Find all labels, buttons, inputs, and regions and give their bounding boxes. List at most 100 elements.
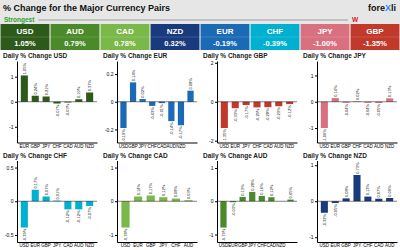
x-tick: CHF xyxy=(352,144,361,149)
data-label: -0.28% xyxy=(265,108,270,121)
bar xyxy=(332,201,339,203)
x-tick-label: USD xyxy=(320,144,330,149)
bar xyxy=(134,197,142,202)
tile-box xyxy=(101,24,150,50)
y-axis: -101 xyxy=(9,62,17,144)
y-tick-label: -1 xyxy=(309,234,314,240)
x-tick-label: JPY xyxy=(353,243,361,248)
bar xyxy=(43,96,50,101)
data-label: -0.17% xyxy=(244,106,249,119)
data-label: 0.17% xyxy=(148,183,153,195)
data-label: 0.02% xyxy=(355,88,360,100)
bar xyxy=(249,192,255,201)
bars xyxy=(21,75,93,103)
y-axis: -0.500.5 xyxy=(5,161,18,243)
bar xyxy=(375,199,382,202)
x-tick: EUR xyxy=(133,243,143,248)
data-label: 0.17% xyxy=(33,177,38,189)
tile-value: -0.19% xyxy=(213,39,237,48)
y-tick-label: 0.5 xyxy=(7,165,14,171)
data-label: -0.01% xyxy=(159,104,164,117)
x-tick-label: NZD xyxy=(176,144,186,149)
y-tick: 0 xyxy=(111,198,117,204)
data-labels: -0.32%-0.05%0.08%0.73%0.13%0.07%0.09% xyxy=(322,162,392,227)
y-tick-label: 1 xyxy=(311,73,314,79)
y-axis-line xyxy=(17,161,18,243)
x-tick-label: CAD xyxy=(63,144,73,149)
bar xyxy=(130,82,136,101)
y-tick-mark xyxy=(115,201,117,202)
data-label: -1.00% xyxy=(322,129,327,142)
tile-value: -1.00% xyxy=(313,39,337,48)
x-tick-label: AUD xyxy=(74,144,84,149)
x-tick: AUD xyxy=(184,243,194,248)
x-tick: NZD xyxy=(85,243,95,248)
x-tick: NZD xyxy=(285,144,295,149)
data-label: 0.14% xyxy=(333,85,338,97)
data-label: -0.03% xyxy=(150,107,155,120)
x-tick-label: NZD xyxy=(85,243,95,248)
x-tick-label: CHF xyxy=(352,144,361,149)
x-tick-label: CHF xyxy=(257,243,266,248)
y-tick-label: -1 xyxy=(209,232,214,238)
y-axis-line xyxy=(117,62,118,144)
x-tick: CHF xyxy=(148,144,157,149)
data-label: -0.39% xyxy=(22,228,27,241)
y-tick-mark xyxy=(15,77,17,78)
bar xyxy=(121,201,129,227)
data-label: 0.09% xyxy=(387,185,392,197)
y-tick-mark xyxy=(215,63,217,64)
x-tick-label: USD xyxy=(220,144,230,149)
y-tick: -1 xyxy=(309,234,317,240)
bar xyxy=(275,102,282,106)
data-label: -0.07% xyxy=(55,104,60,117)
x-tick-label: AUD xyxy=(274,144,284,149)
y-tick-label: 1 xyxy=(111,165,114,171)
x-axis: EURGBPJPYCHFCADAUDNZD xyxy=(18,143,98,149)
x-axis: USDEURGBPJPYCADAUDNZD xyxy=(18,243,98,249)
bar xyxy=(21,201,28,227)
y-tick-label: 0 xyxy=(111,99,114,105)
data-label: 0.28% xyxy=(250,179,255,191)
y-tick: 1 xyxy=(211,165,217,171)
bar xyxy=(32,190,39,201)
data-label: -0.04% xyxy=(344,104,349,117)
bar xyxy=(343,198,350,201)
logo-part: li xyxy=(391,3,396,13)
tile: NZD0.32% xyxy=(151,24,200,50)
y-tick-label: 0 xyxy=(11,99,14,105)
x-tick-label: GBP xyxy=(341,243,351,248)
bar xyxy=(353,175,360,201)
y-tick: 0.5 xyxy=(7,165,17,171)
y-tick-mark xyxy=(315,201,317,202)
tile-name: JPY xyxy=(317,27,333,36)
y-axis-line xyxy=(17,62,18,144)
data-label: 0.13% xyxy=(365,184,370,196)
y-tick: 0 xyxy=(311,99,317,105)
data-label: 0.73% xyxy=(355,162,360,174)
x-tick-label: EUR xyxy=(330,144,340,149)
data-label: 0.12% xyxy=(161,184,166,196)
y-tick-mark xyxy=(215,102,217,103)
x-axis: USDEURGBPJPYCHFCADAUD xyxy=(318,243,398,249)
bar xyxy=(386,198,393,201)
data-labels: 1.05%0.24%0.21%-0.07%-0.03%0.10%0.37% xyxy=(22,62,92,117)
x-tick-label: NZD xyxy=(385,144,395,149)
data-label: -0.04% xyxy=(365,104,370,117)
bar xyxy=(140,99,146,102)
x-tick-label: CAD xyxy=(263,144,273,149)
y-tick: 1 xyxy=(111,165,117,171)
y-tick-label: 1 xyxy=(211,165,214,171)
x-tick: USD xyxy=(121,243,131,248)
x-tick-label: NZD xyxy=(85,144,95,149)
bar xyxy=(178,102,184,126)
y-tick-mark xyxy=(15,102,17,103)
bar xyxy=(243,102,250,105)
chart-title: Daily % Change CHF xyxy=(3,152,67,160)
bar xyxy=(221,102,228,128)
x-tick-label: EUR xyxy=(330,243,340,248)
tile: JPY -1.00% xyxy=(301,24,350,50)
bar xyxy=(264,102,271,107)
data-label: 0.07% xyxy=(376,186,381,198)
x-tick-label: CAD xyxy=(363,144,373,149)
